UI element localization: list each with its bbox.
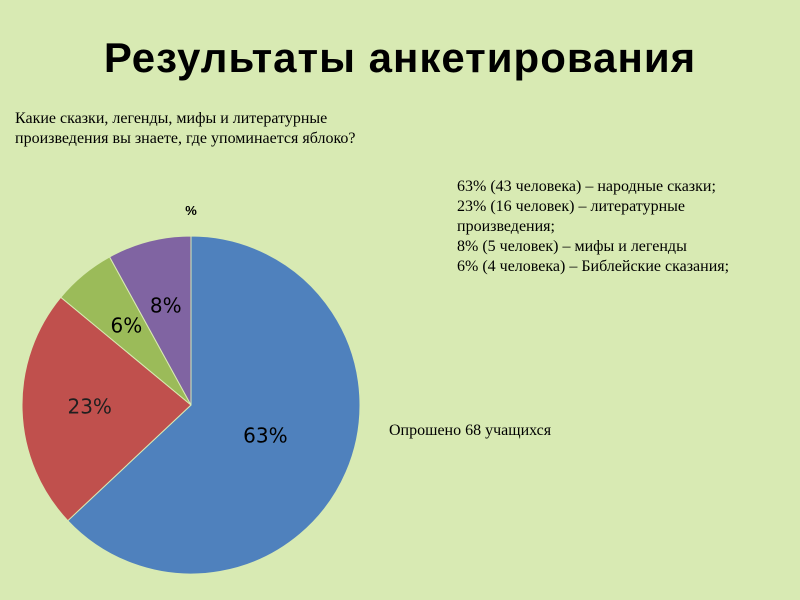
answer-item: 23% (16 человек) – литературные произвед… bbox=[457, 198, 685, 235]
pie-slice bbox=[108, 235, 192, 406]
answer-item: 8% (5 человек) – мифы и легенды bbox=[457, 238, 687, 255]
slide-title: Результаты анкетирования bbox=[103, 34, 697, 81]
pie-slice bbox=[67, 235, 361, 575]
slice-data-label: 23% bbox=[67, 395, 111, 419]
answers-list: 63% (43 человека) – народные сказки; 23%… bbox=[457, 177, 757, 277]
answer-item: 63% (43 человека) – народные сказки; bbox=[457, 178, 716, 195]
slice-data-label: 6% bbox=[111, 313, 143, 337]
chart-title: % bbox=[185, 203, 197, 218]
pie-slice bbox=[21, 296, 192, 522]
slice-data-label: 63% bbox=[243, 424, 287, 448]
survey-question: Какие сказки, легенды, мифы и литературн… bbox=[15, 110, 356, 147]
pie-slices bbox=[21, 235, 361, 575]
slice-data-label: 8% bbox=[150, 293, 182, 317]
pie-labels: 63% 23% 6% 8% bbox=[67, 293, 287, 447]
answer-item: 6% (4 человека) – Библейские сказания; bbox=[457, 258, 730, 275]
surveyed-count: Опрошено 68 учащихся bbox=[389, 422, 552, 439]
